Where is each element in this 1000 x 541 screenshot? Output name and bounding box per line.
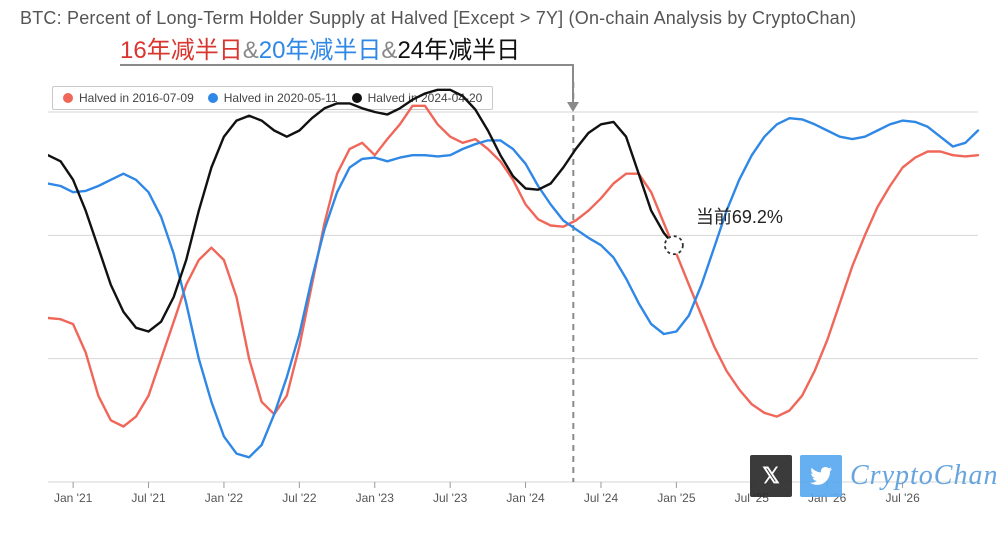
- x-logo-icon: 𝕏: [750, 455, 792, 497]
- subtitle-seg-2: 20年减半日: [259, 37, 382, 64]
- current-value-marker: [665, 236, 683, 254]
- x-axis-tick-label: Jan '23: [356, 491, 395, 505]
- subtitle-sep-2: &: [381, 37, 397, 64]
- subtitle-seg-1: 16年减半日: [120, 37, 243, 64]
- watermark-text: CryptoChan: [850, 460, 998, 492]
- x-axis-tick-label: Jan '21: [54, 491, 93, 505]
- series-halved-2016: [48, 106, 978, 427]
- x-axis-tick-label: Jan '22: [205, 491, 244, 505]
- chart-title: BTC: Percent of Long-Term Holder Supply …: [20, 8, 856, 29]
- x-axis-tick-label: Jul '24: [584, 491, 619, 505]
- chart-subtitle: 16年减半日&20年减半日&24年减半日: [120, 30, 520, 65]
- series-halved-2024: [48, 90, 674, 332]
- x-axis-tick-label: Jul '23: [433, 491, 468, 505]
- subtitle-sep-1: &: [243, 37, 259, 64]
- current-value-label: 当前69.2%: [696, 207, 783, 227]
- chart-plot: 50%60%70%80%Jan '21Jul '21Jan '22Jul '22…: [48, 82, 988, 512]
- x-axis-tick-label: Jan '25: [657, 491, 696, 505]
- annotation-lead-horizontal: [120, 64, 573, 66]
- x-axis-tick-label: Jan '24: [506, 491, 545, 505]
- x-axis-tick-label: Jul '21: [131, 491, 166, 505]
- watermark: 𝕏 CryptoChan: [750, 455, 998, 497]
- x-axis-tick-label: Jul '22: [282, 491, 317, 505]
- subtitle-seg-3: 24年减半日: [397, 37, 520, 64]
- twitter-logo-icon: [800, 455, 842, 497]
- series-halved-2020: [48, 118, 978, 457]
